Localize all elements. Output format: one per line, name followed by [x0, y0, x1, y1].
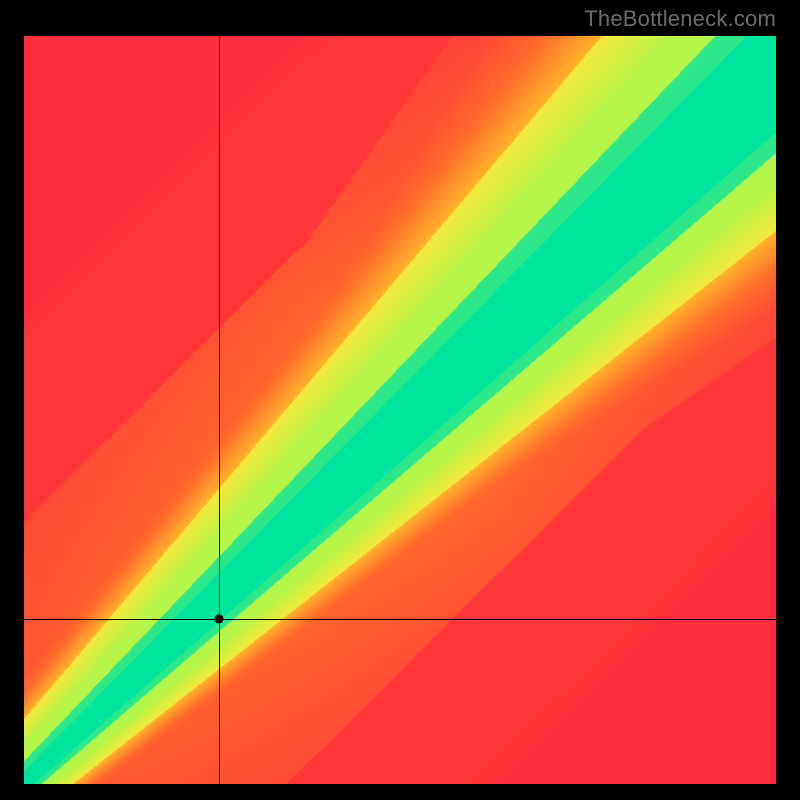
- attribution-text: TheBottleneck.com: [584, 6, 776, 32]
- heatmap-canvas: [24, 36, 776, 784]
- crosshair-horizontal: [24, 619, 776, 620]
- bottleneck-heatmap: [24, 36, 776, 784]
- crosshair-vertical: [219, 36, 220, 784]
- selected-point-marker: [215, 614, 224, 623]
